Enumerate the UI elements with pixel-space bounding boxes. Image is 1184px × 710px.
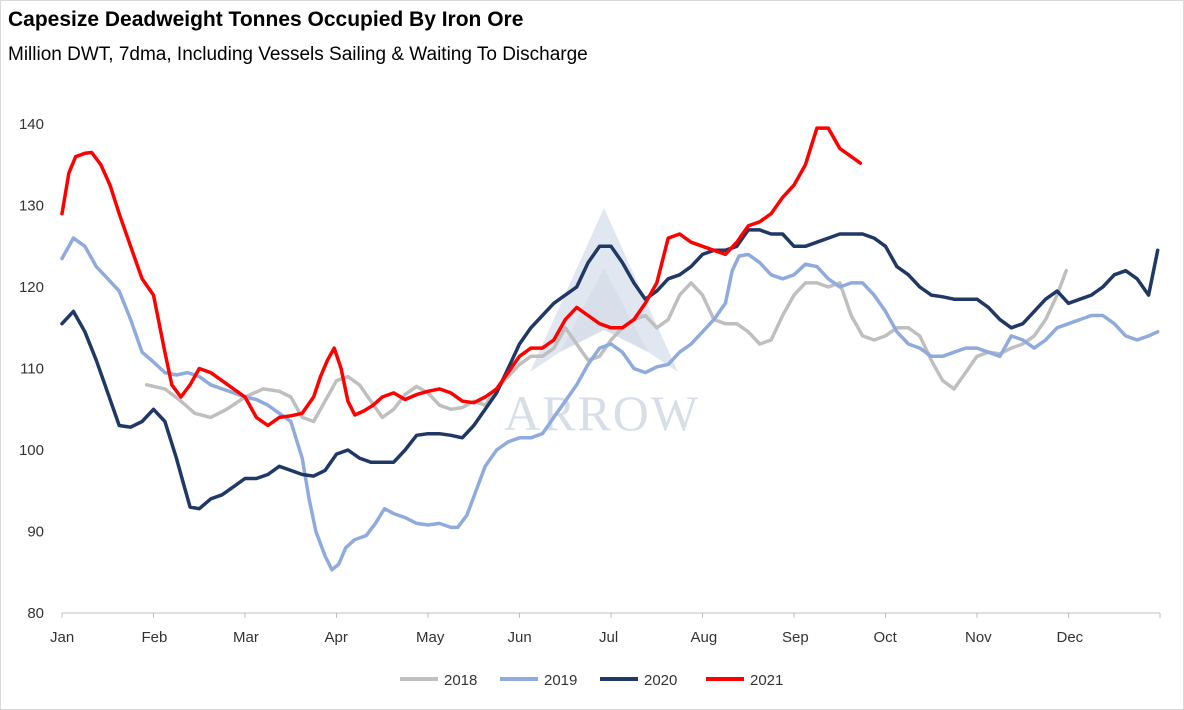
- series-lines: [60, 126, 1160, 572]
- x-axis-ticks: Jan Feb Mar Apr May Jun Jul Aug Sep Oct Nov Dec: [50, 613, 1161, 646]
- x-tick-label: Mar: [233, 629, 259, 646]
- x-tick-label: Jan: [50, 629, 74, 646]
- legend-label-2018: 2018: [444, 672, 477, 689]
- legend: 2018 2019 2020 2021: [400, 672, 783, 689]
- x-tick-label: Apr: [325, 629, 348, 646]
- x-tick-label: May: [416, 629, 445, 646]
- series-line-2021: [60, 126, 863, 428]
- x-tick-label: Jun: [508, 629, 532, 646]
- y-tick-label: 110: [20, 361, 44, 378]
- watermark-text: ARROW: [504, 385, 700, 441]
- legend-label-2020: 2020: [644, 672, 677, 689]
- y-tick-label: 130: [19, 198, 44, 215]
- y-tick-label: 140: [19, 116, 44, 133]
- y-tick-label: 100: [19, 442, 44, 459]
- series-line-2019: [60, 236, 1160, 572]
- chart-subtitle: Million DWT, 7dma, Including Vessels Sai…: [8, 44, 588, 65]
- legend-label-2021: 2021: [750, 672, 783, 689]
- x-tick-label: Dec: [1057, 629, 1084, 646]
- x-tick-label: Oct: [874, 629, 898, 646]
- y-tick-label: 90: [27, 524, 44, 541]
- chart-title: Capesize Deadweight Tonnes Occupied By I…: [8, 8, 524, 31]
- y-tick-label: 80: [27, 605, 44, 622]
- y-axis-ticks: 80 90 100 110 120 130 140: [19, 116, 44, 622]
- watermark-arrow-inner: [560, 268, 648, 352]
- x-tick-label: Feb: [142, 629, 168, 646]
- x-tick-label: Nov: [965, 629, 992, 646]
- x-tick-label: Jul: [599, 629, 618, 646]
- y-tick-label: 120: [19, 279, 44, 296]
- legend-label-2019: 2019: [544, 672, 577, 689]
- x-tick-label: Aug: [691, 629, 718, 646]
- series-line-2020: [60, 228, 1160, 511]
- x-tick-label: Sep: [782, 629, 809, 646]
